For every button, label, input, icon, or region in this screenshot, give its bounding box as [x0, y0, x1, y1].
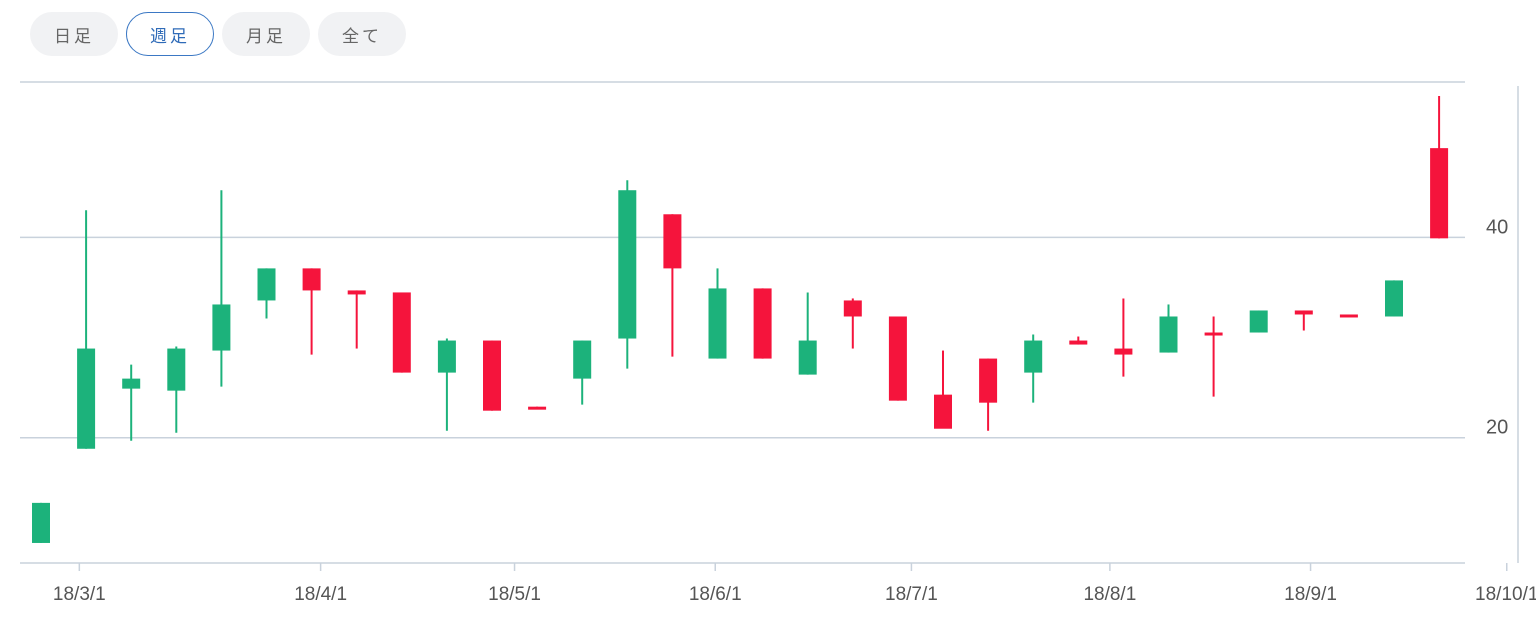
tab-all[interactable]: 全て	[318, 12, 406, 56]
tab-weekly[interactable]: 週足	[126, 12, 214, 56]
candle-up	[32, 502, 50, 543]
candle-body	[122, 378, 141, 389]
candle-down	[663, 214, 682, 357]
candle-body	[212, 304, 231, 351]
candle-body	[392, 292, 411, 373]
candle-up	[257, 268, 276, 319]
candle-up	[618, 180, 637, 369]
candle-body	[1385, 280, 1403, 317]
candle-body	[528, 406, 547, 410]
candle-body	[483, 340, 501, 411]
candle-body	[347, 290, 366, 295]
candle-down	[483, 340, 501, 411]
candle-body	[1339, 314, 1358, 318]
candle-up	[798, 292, 817, 375]
axes: 20 40 18/3/1 18/4/1 18/5/1 18/6/1 18/7/1 18/8/1…	[20, 86, 1536, 605]
candle-down	[1069, 336, 1088, 345]
candle-body	[1249, 310, 1268, 333]
candle-down	[1294, 310, 1313, 331]
candle-down	[347, 290, 366, 349]
candle-up	[122, 364, 141, 441]
candle-body	[1024, 340, 1043, 373]
candle-body	[77, 348, 96, 449]
candle-body	[437, 340, 456, 373]
candle-down	[979, 358, 998, 431]
candle-body	[1430, 148, 1449, 239]
candle-up	[708, 268, 727, 359]
x-tick-label: 18/6/1	[689, 584, 742, 605]
candle-down	[1339, 314, 1358, 318]
grid	[20, 81, 1465, 439]
candle-up	[212, 190, 231, 387]
candle-down	[1430, 96, 1449, 239]
candle-up	[1159, 304, 1178, 353]
candle-body	[753, 288, 772, 359]
candle-up	[1385, 280, 1403, 317]
x-tick-label: 18/10/1	[1475, 584, 1536, 605]
x-tick-label: 18/5/1	[488, 584, 541, 605]
candle-body	[167, 348, 186, 391]
candle-down	[528, 406, 547, 410]
candle-down	[302, 268, 321, 355]
x-tick-label: 18/8/1	[1083, 584, 1136, 605]
x-tick-label: 18/7/1	[885, 584, 938, 605]
candle-up	[573, 340, 592, 405]
candle-body	[32, 502, 50, 543]
candle-up	[167, 346, 186, 433]
candle-down	[934, 350, 952, 429]
period-tabs: 日足 週足 月足 全て	[30, 12, 406, 56]
candle-body	[888, 316, 907, 401]
candle-body	[934, 394, 952, 429]
candle-body	[979, 358, 998, 403]
tab-monthly[interactable]: 月足	[222, 12, 310, 56]
candle-body	[1069, 340, 1088, 345]
tab-daily[interactable]: 日足	[30, 12, 118, 56]
candle-body	[618, 190, 637, 339]
candle-body	[663, 214, 682, 269]
candle-down	[843, 298, 862, 349]
candle-body	[1159, 316, 1178, 353]
candle-up	[1249, 310, 1268, 333]
candle-body	[1204, 332, 1223, 336]
y-tick-label: 20	[1486, 417, 1508, 439]
candle-down	[1114, 298, 1133, 377]
candle-up	[437, 338, 456, 431]
candle-body	[1114, 348, 1133, 355]
x-tick-label: 18/3/1	[53, 584, 106, 605]
candle-body	[708, 288, 727, 359]
x-tick-label: 18/4/1	[294, 584, 347, 605]
candle-body	[573, 340, 592, 379]
candle-up	[77, 210, 96, 449]
candle-down	[1204, 316, 1223, 397]
candle-body	[798, 340, 817, 375]
x-tick-label: 18/9/1	[1284, 584, 1337, 605]
candle-down	[888, 316, 907, 401]
candle-up	[1024, 334, 1043, 403]
candles	[32, 96, 1449, 543]
candle-down	[753, 288, 772, 359]
candle-body	[302, 268, 321, 291]
candle-down	[392, 292, 411, 373]
candle-body	[1294, 310, 1313, 315]
candle-body	[843, 300, 862, 317]
candle-body	[257, 268, 276, 301]
y-tick-label: 40	[1486, 216, 1508, 238]
